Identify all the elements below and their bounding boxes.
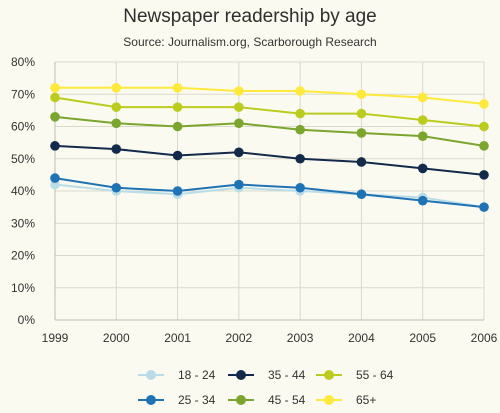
data-point [295,86,305,96]
axes: 0% 10% 20% 30% 40% 50% 60% 70% 80% 1999 2000 2001 20… [11,55,498,345]
legend-item: 65+ [316,393,376,407]
legend-swatch-marker [146,395,156,405]
data-point [172,121,183,132]
data-point [356,157,367,167]
data-point [50,173,60,183]
legend-label: 35 - 44 [268,368,306,382]
y-tick-label: 40% [11,184,35,198]
data-point [172,83,183,93]
data-point [111,83,122,93]
series-layer [50,83,489,212]
data-point [295,153,305,164]
x-tick-label: 2004 [348,331,375,345]
legend: 18 - 24 25 - 34 35 - 44 45 - 54 55 - 64 65+ [138,368,394,407]
x-tick-label: 2005 [409,331,436,345]
y-tick-label: 50% [11,152,35,166]
data-point [356,189,367,200]
legend-label: 45 - 54 [268,393,306,407]
data-point [417,92,428,103]
data-point [50,141,60,151]
legend-item: 18 - 24 [138,368,216,382]
y-tick-label: 60% [11,120,35,134]
data-point [50,83,60,93]
data-point [172,150,183,161]
legend-swatch-marker [236,370,246,380]
series-line [54,144,485,176]
series-65+ [50,83,489,109]
legend-label: 65+ [356,393,376,407]
series-line [55,86,485,105]
y-tick-label: 0% [18,313,36,327]
data-point [417,163,428,174]
series-25-34 [50,173,489,212]
data-point [295,124,305,135]
data-point [479,99,489,109]
data-point [479,121,489,132]
data-point [295,182,305,193]
data-point [50,112,60,122]
x-tick-label: 2006 [471,331,498,345]
chart-subtitle: Source: Journalism.org, Scarborough Rese… [123,35,376,49]
data-point [479,141,489,151]
data-point [356,89,367,100]
y-tick-label: 30% [11,216,35,230]
x-tick-label: 1999 [42,331,69,345]
data-point [295,108,305,119]
data-point [172,102,183,112]
data-point [417,131,428,141]
series-line [54,96,485,128]
series-55-64 [50,92,489,132]
legend-item: 25 - 34 [138,393,216,407]
y-tick-label: 20% [11,249,35,263]
series-line [54,115,485,147]
legend-label: 25 - 34 [178,393,216,407]
legend-swatch-marker [324,370,334,380]
data-point [234,179,244,190]
legend-label: 18 - 24 [178,368,216,382]
y-tick-label: 80% [11,55,35,69]
legend-label: 55 - 64 [356,368,394,382]
data-point [50,92,60,103]
chart-title: Newspaper readership by age [123,6,377,27]
legend-swatch-marker [236,395,246,405]
legend-swatch-marker [324,395,334,405]
data-point [172,186,183,196]
legend-item: 35 - 44 [228,368,306,382]
data-point [234,102,244,112]
data-point [234,147,244,158]
data-point [356,128,367,138]
x-tick-label: 2002 [226,331,253,345]
data-point [111,118,122,129]
y-tick-label: 10% [11,281,35,295]
data-point [234,86,244,96]
series-line [54,177,485,209]
legend-swatch-marker [146,370,156,380]
data-point [234,118,244,129]
y-tick-label: 70% [11,87,35,101]
x-tick-label: 2001 [164,331,191,345]
data-point [111,182,122,193]
data-point [111,102,122,112]
series-line [54,183,485,209]
data-point [417,195,428,206]
x-tick-label: 2003 [287,331,314,345]
data-point [356,108,367,119]
data-point [111,144,122,154]
series-35-44 [50,141,489,180]
legend-item: 55 - 64 [316,368,394,382]
data-point [479,202,489,212]
x-tick-label: 2000 [103,331,130,345]
data-point [479,170,489,180]
legend-item: 45 - 54 [228,393,306,407]
series-45-54 [50,112,489,151]
data-point [417,115,428,125]
